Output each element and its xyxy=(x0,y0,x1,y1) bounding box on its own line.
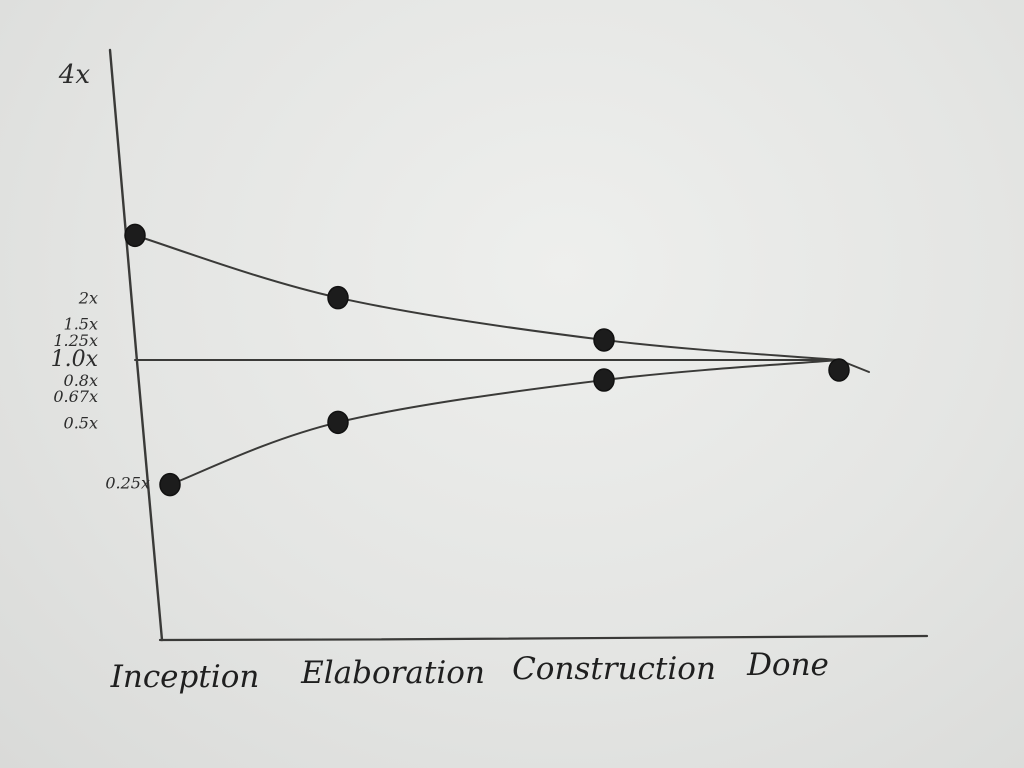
data-point xyxy=(327,285,349,310)
y-tick-label: 0.67x xyxy=(53,387,98,406)
data-point xyxy=(124,223,146,248)
y-tick-label: 1.25x xyxy=(53,331,98,350)
data-point xyxy=(593,328,615,352)
x-tick-label: Inception xyxy=(110,659,260,695)
series-line xyxy=(134,234,840,361)
series-points xyxy=(124,223,850,497)
data-point xyxy=(828,358,850,382)
series-line xyxy=(134,358,870,373)
x-tick-label: Elaboration xyxy=(300,655,485,691)
y-tick-label: 1.5x xyxy=(64,315,98,334)
series-lines xyxy=(134,234,870,486)
series-line xyxy=(169,359,840,486)
y-tick-label: 1.0x xyxy=(51,347,99,372)
x-axis-line xyxy=(158,634,929,642)
x-tick-label: Construction xyxy=(512,651,716,687)
y-axis-line xyxy=(108,48,164,642)
data-point xyxy=(327,410,349,435)
y-tick-label: 0.5x xyxy=(64,413,98,432)
data-point xyxy=(593,368,615,392)
y-tick-label: 0.25x xyxy=(105,474,150,493)
y-tick-label: 0.8x xyxy=(64,371,98,390)
x-tick-labels: Inception Elaboration Construction Done xyxy=(110,647,829,695)
y-tick-label: 2x xyxy=(78,289,98,308)
data-point xyxy=(159,472,181,497)
y-tick-label: 4x xyxy=(58,60,91,90)
x-tick-label: Done xyxy=(746,647,829,683)
